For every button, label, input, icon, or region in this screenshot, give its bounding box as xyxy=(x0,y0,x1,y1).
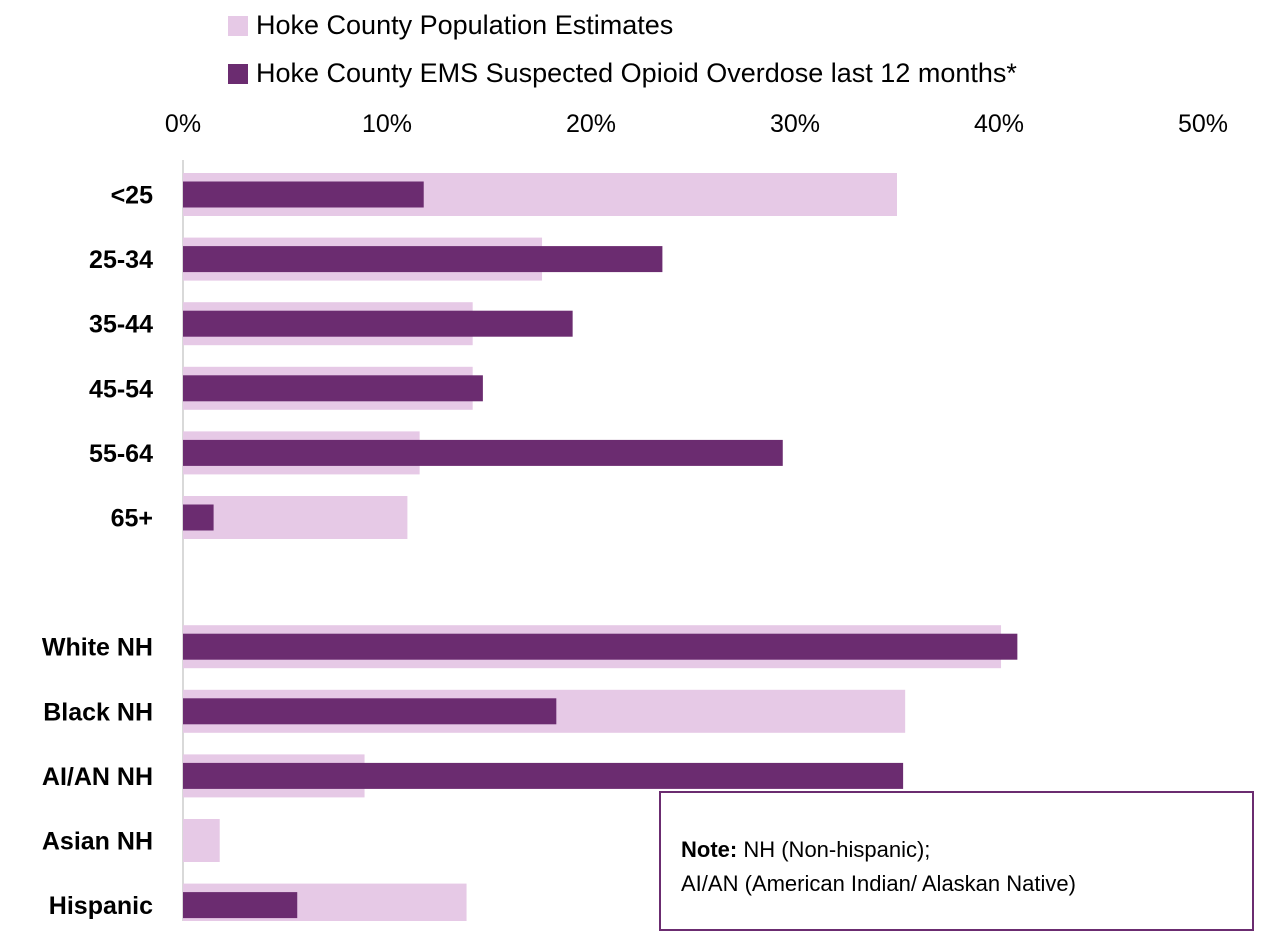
bar-population-5 xyxy=(183,496,408,539)
category-label-2: 35-44 xyxy=(89,311,153,339)
bar-overdose-9 xyxy=(183,762,904,789)
bar-overdose-3 xyxy=(183,375,483,402)
category-label-7: White NH xyxy=(42,634,153,662)
x-tick-label-5: 50% xyxy=(1178,110,1228,138)
bar-overdose-5 xyxy=(183,504,214,531)
bar-overdose-2 xyxy=(183,310,573,337)
note-line-1: NH (Non-hispanic); xyxy=(743,837,931,862)
category-label-1: 25-34 xyxy=(89,246,153,274)
note-box: Note: NH (Non-hispanic); AI/AN (American… xyxy=(659,791,1254,931)
category-label-10: Asian NH xyxy=(42,828,153,856)
bar-overdose-0 xyxy=(183,181,424,208)
legend-item-population: Hoke County Population Estimates xyxy=(228,10,673,41)
category-label-4: 55-64 xyxy=(89,440,153,468)
legend-swatch-overdose xyxy=(228,63,248,84)
x-tick-label-1: 10% xyxy=(362,110,412,138)
x-tick-label-4: 40% xyxy=(974,110,1024,138)
note-line-2: AI/AN (American Indian/ Alaskan Native) xyxy=(681,871,1076,896)
note-label: Note: xyxy=(681,837,738,862)
category-label-9: AI/AN NH xyxy=(42,763,153,791)
x-tick-label-0: 0% xyxy=(165,110,201,138)
category-label-8: Black NH xyxy=(43,698,153,726)
legend-label-overdose: Hoke County EMS Suspected Opioid Overdos… xyxy=(256,58,1017,88)
category-label-0: <25 xyxy=(111,182,154,210)
bar-overdose-4 xyxy=(183,439,783,466)
category-label-3: 45-54 xyxy=(89,375,153,403)
category-label-5: 65+ xyxy=(111,505,153,533)
legend-item-overdose: Hoke County EMS Suspected Opioid Overdos… xyxy=(228,58,1017,89)
bar-overdose-8 xyxy=(183,698,557,725)
legend-swatch-population xyxy=(228,15,248,36)
bar-population-10 xyxy=(183,819,220,862)
bar-overdose-1 xyxy=(183,246,663,273)
x-tick-label-2: 20% xyxy=(566,110,616,138)
bar-overdose-11 xyxy=(183,892,298,919)
bar-overdose-7 xyxy=(183,633,1018,660)
legend-label-population: Hoke County Population Estimates xyxy=(256,10,674,40)
x-tick-label-3: 30% xyxy=(770,110,820,138)
category-label-11: Hispanic xyxy=(49,892,153,920)
